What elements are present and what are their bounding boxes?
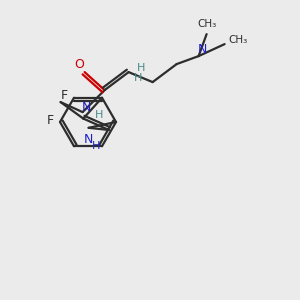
Text: H: H	[92, 141, 100, 151]
Text: F: F	[46, 113, 54, 127]
Text: H: H	[94, 110, 103, 120]
Text: H: H	[134, 73, 142, 83]
Text: H: H	[136, 63, 145, 73]
Text: N: N	[82, 100, 91, 114]
Text: N: N	[198, 43, 207, 56]
Text: CH₃: CH₃	[197, 19, 216, 29]
Text: N: N	[84, 133, 93, 146]
Text: F: F	[60, 89, 68, 102]
Text: CH₃: CH₃	[229, 35, 248, 45]
Text: O: O	[75, 58, 85, 70]
